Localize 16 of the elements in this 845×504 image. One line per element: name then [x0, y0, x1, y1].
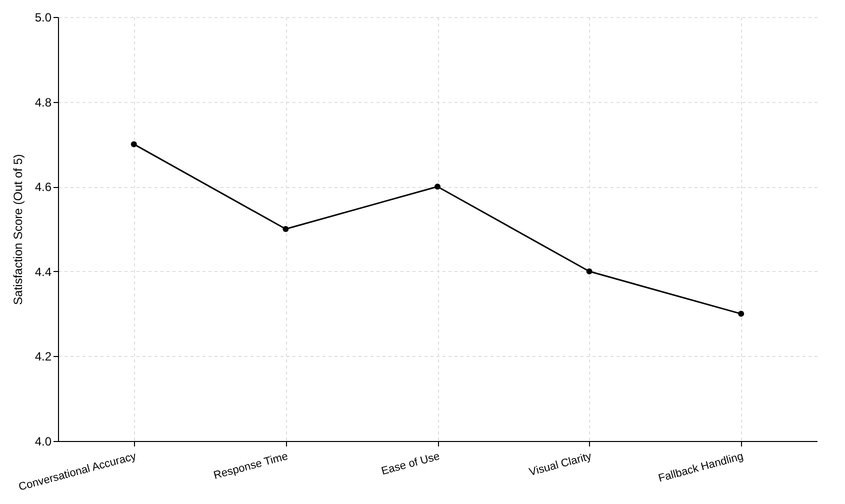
x-tick-label: Fallback Handling [657, 450, 745, 485]
point [586, 268, 592, 274]
y-axis-title: Satisfaction Score (Out of 5) [10, 154, 25, 305]
y-tick-label: 5.0 [34, 10, 52, 24]
x-tick-label: Visual Clarity [528, 450, 594, 479]
point [282, 226, 289, 232]
y-tick-label: 4.6 [34, 180, 52, 194]
y-tick-label: 4.0 [34, 434, 52, 448]
x-tick-label: Ease of Use [380, 450, 442, 478]
point [434, 184, 440, 190]
y-tick-label: 4.8 [34, 95, 52, 110]
x-tick-label: Response Time [212, 450, 290, 482]
y-tick-label: 4.2 [34, 350, 52, 364]
point [130, 141, 137, 148]
point [738, 310, 744, 317]
y-tick-label: 4.4 [34, 264, 52, 279]
